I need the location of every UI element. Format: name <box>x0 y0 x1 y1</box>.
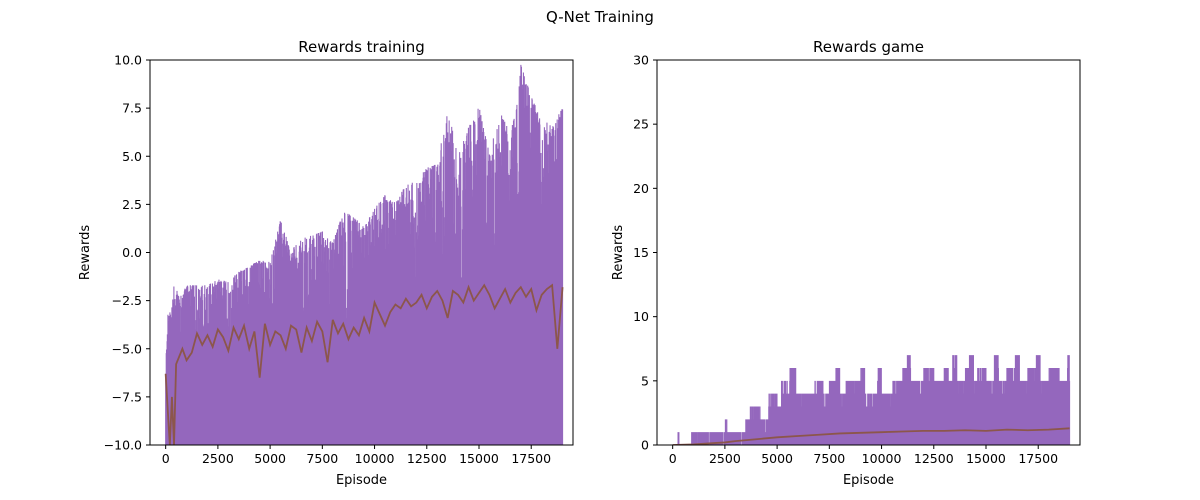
x-tick-label: 17500 <box>511 451 551 466</box>
x-tick-label: 12500 <box>407 451 447 466</box>
y-tick-label: −10.0 <box>104 438 142 453</box>
y-tick-label: −5.0 <box>112 341 142 356</box>
y-tick-label: 0.0 <box>122 245 142 260</box>
x-tick-label: 0 <box>669 451 677 466</box>
y-tick-label: −2.5 <box>112 293 142 308</box>
y-tick-label: 30 <box>633 53 649 68</box>
axes-frame-game <box>656 59 1081 446</box>
plot-area-game <box>672 355 1071 445</box>
y-tick-label: 10.0 <box>114 53 142 68</box>
x-tick-label: 7500 <box>813 451 845 466</box>
plot-area-training <box>164 64 564 445</box>
x-tick-label: 15000 <box>459 451 499 466</box>
smoothed-rewards-line-training <box>164 283 564 445</box>
y-tick-label: 2.5 <box>122 197 142 212</box>
x-axis-label-game: Episode <box>843 473 894 488</box>
ticks-game: 0 2500 5000 7500 10000 12500 15000 17500 0 5 10 15 2… <box>633 53 1058 467</box>
x-tick-label: 12500 <box>914 451 954 466</box>
ticks-training: 0 2500 5000 7500 10000 12500 15000 17500 −10.0 −7… <box>104 53 551 467</box>
smoothed-rewards-line-game <box>672 427 1070 445</box>
y-tick-label: 25 <box>633 117 649 132</box>
x-tick-label: 5000 <box>254 451 286 466</box>
y-tick-label: 15 <box>633 245 649 260</box>
y-tick-label: 5.0 <box>122 149 142 164</box>
y-tick-label: 20 <box>633 181 649 196</box>
y-tick-label: −7.5 <box>112 389 142 404</box>
rewards-game-plot: 0 2500 5000 7500 10000 12500 15000 17500 0 5 10 15 2… <box>611 38 1081 488</box>
x-tick-label: 2500 <box>202 451 234 466</box>
x-axis-label-training: Episode <box>336 473 387 488</box>
x-tick-label: 0 <box>162 451 170 466</box>
x-tick-label: 10000 <box>862 451 902 466</box>
plot-title-training: Rewards training <box>298 38 425 56</box>
x-tick-label: 10000 <box>355 451 395 466</box>
y-axis-label-training: Rewards <box>78 225 93 280</box>
x-tick-label: 17500 <box>1018 451 1058 466</box>
y-axis-label-game: Rewards <box>611 225 626 280</box>
rewards-training-plot: 0 2500 5000 7500 10000 12500 15000 17500 −10.0 −7… <box>78 38 574 488</box>
figure-title: Q-Net Training <box>546 8 654 26</box>
y-tick-label: 10 <box>633 309 649 324</box>
y-tick-label: 7.5 <box>122 101 142 116</box>
y-tick-label: 5 <box>641 373 649 388</box>
x-tick-label: 5000 <box>761 451 793 466</box>
axes-frame-training <box>149 59 574 446</box>
x-tick-label: 15000 <box>966 451 1006 466</box>
y-tick-label: 0 <box>641 438 649 453</box>
x-tick-label: 2500 <box>709 451 741 466</box>
plot-title-game: Rewards game <box>813 38 924 56</box>
x-tick-label: 7500 <box>306 451 338 466</box>
